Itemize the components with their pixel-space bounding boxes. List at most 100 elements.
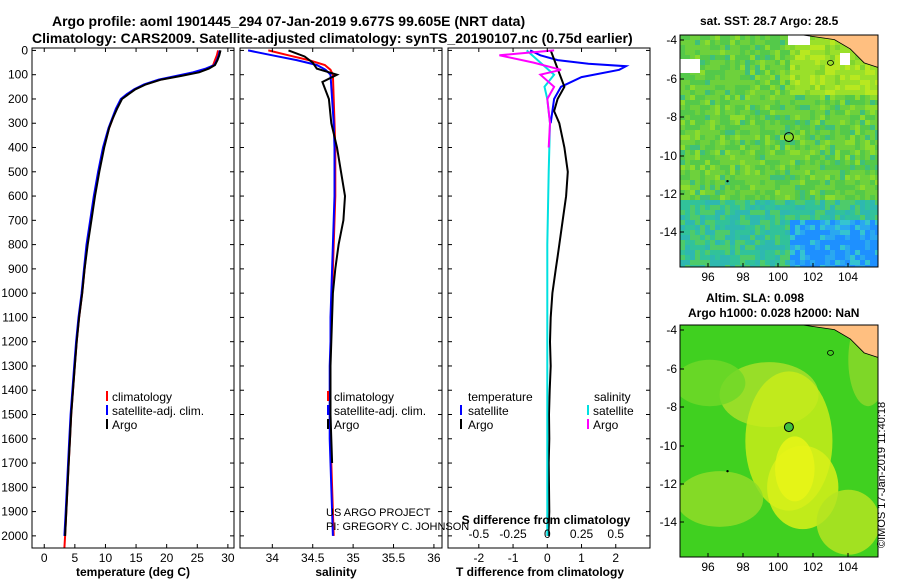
plot-frame (31, 47, 235, 549)
x-axis-label: salinity (315, 565, 357, 579)
y-tick-label: 1500 (1, 408, 28, 422)
float-dot (726, 179, 729, 183)
land-mass (802, 325, 878, 358)
x-tick-label: 10 (99, 551, 113, 565)
y-tick-label: 1900 (1, 505, 28, 519)
s-tick-label: 0.5 (607, 527, 624, 541)
sst-map-field (680, 35, 878, 267)
map-x-tick-label: 104 (838, 560, 858, 574)
x-tick-label: 34 (266, 551, 280, 565)
credit-pi: PI: GREGORY C. JOHNSON (326, 521, 469, 533)
legend-title-temperature: temperature (468, 390, 533, 404)
plot-frame (239, 47, 443, 549)
y-tick-label: 200 (8, 92, 28, 106)
maps: 96 98 100 102 104 -4 -6 -8 -10 -12 -14 96 98 100 102 10… (660, 33, 879, 574)
x-tick-label: 25 (191, 551, 205, 565)
y-tick-label: 1400 (1, 383, 28, 397)
series-group (499, 49, 630, 536)
x-tick-label: 30 (221, 551, 235, 565)
x-axis-label: temperature (deg C) (76, 565, 190, 579)
map-y-tick-label: -8 (666, 110, 677, 124)
x-tick-label: 1 (578, 551, 585, 565)
plot-frame (447, 47, 651, 549)
y-tick-label: 2000 (1, 529, 28, 543)
map-x-tick-label: 98 (736, 560, 750, 574)
y-tick-label: 900 (8, 262, 28, 276)
legend-label: Argo (593, 418, 619, 432)
legend-label: climatology (334, 390, 394, 404)
legend-label: Argo (468, 418, 494, 432)
map-y-tick-label: -12 (660, 477, 678, 491)
y-tick-label: 400 (8, 141, 28, 155)
temperature-plot: 0100200300400500600700800900100011001200… (1, 43, 235, 579)
map-x-tick-label: 100 (768, 270, 788, 284)
x-tick-label: 2 (612, 551, 619, 565)
s-axis-label: S difference from climatology (462, 513, 631, 527)
sla-map-label-1: Altim. SLA: 0.098 (706, 291, 805, 305)
x-tick-label: 5 (72, 551, 79, 565)
sla-map-frame (679, 324, 879, 558)
y-tick-label: 800 (8, 238, 28, 252)
y-tick-label: 1200 (1, 335, 28, 349)
s-tick-label: -0.5 (468, 527, 489, 541)
y-tick-label: 1600 (1, 432, 28, 446)
sla-anomaly-blob (680, 359, 746, 407)
x-tick-label: 0 (544, 551, 551, 565)
salinity-plot: 34 34.5 35 35.5 36 salinity climatologysatelli… (239, 47, 469, 579)
map-y-tick-label: -6 (666, 362, 677, 376)
series-climatology (63, 50, 220, 548)
map-y-tick-label: -14 (660, 225, 678, 239)
x-tick-label: 36 (427, 551, 441, 565)
map-x-tick-label: 98 (736, 270, 750, 284)
y-tick-label: 300 (8, 116, 28, 130)
map-x-tick-label: 102 (803, 560, 823, 574)
y-tick-label: 0 (21, 43, 28, 57)
imos-stamp: ©IMOS 17-Jan-2019 11:40:18 (876, 401, 888, 548)
x-tick-label: 20 (160, 551, 174, 565)
map-y-tick-label: -4 (666, 33, 677, 47)
y-tick-label: 1000 (1, 286, 28, 300)
series-t-satellite (529, 49, 630, 124)
map-x-tick-label: 96 (701, 560, 715, 574)
s-tick-label: 0 (544, 527, 551, 541)
sla-anomaly-blob (680, 471, 764, 527)
x-axis-label: T difference from climatology (456, 565, 624, 579)
missing-data-patch (680, 59, 700, 73)
island (827, 59, 834, 66)
map-y-tick-label: -14 (660, 515, 678, 529)
map-x-tick-label: 96 (701, 270, 715, 284)
legend-label: climatology (112, 390, 172, 404)
map-y-tick-label: -12 (660, 187, 678, 201)
argo-float-marker (783, 132, 794, 143)
series-argo (64, 50, 222, 536)
legend-label: Argo (112, 418, 138, 432)
sla-anomaly-blob (775, 436, 815, 502)
x-tick-label: 34.5 (301, 551, 325, 565)
x-tick-label: -1 (508, 551, 519, 565)
map-y-tick-label: -10 (660, 149, 678, 163)
series-satellite-adj-clim- (63, 50, 221, 536)
legend-label: satellite-adj. clim. (112, 404, 204, 418)
legend-title-salinity: salinity (594, 390, 631, 404)
series-satellite-adj-clim- (247, 49, 336, 536)
legend-label: satellite-adj. clim. (334, 404, 426, 418)
chart-title-line1: Argo profile: aoml 1901445_294 07-Jan-20… (52, 13, 526, 29)
map-x-tick-label: 100 (768, 560, 788, 574)
map-y-tick-label: -6 (666, 72, 677, 86)
x-tick-label: 0 (41, 551, 48, 565)
legend-label: satellite (468, 404, 509, 418)
series-argo (288, 49, 347, 464)
y-tick-label: 1300 (1, 359, 28, 373)
map-x-tick-label: 102 (803, 270, 823, 284)
y-tick-label: 1800 (1, 480, 28, 494)
map-y-tick-label: -4 (666, 323, 677, 337)
land-mass (802, 35, 878, 68)
map-y-tick-label: -10 (660, 439, 678, 453)
island (827, 349, 834, 356)
sla-map-label-2: Argo h1000: 0.028 h2000: NaN (688, 306, 860, 320)
y-tick-label: 1700 (1, 456, 28, 470)
s-tick-label: -0.25 (499, 527, 527, 541)
sla-anomaly-blob (816, 489, 878, 555)
x-tick-label: 35 (346, 551, 360, 565)
missing-data-patch (840, 53, 850, 65)
